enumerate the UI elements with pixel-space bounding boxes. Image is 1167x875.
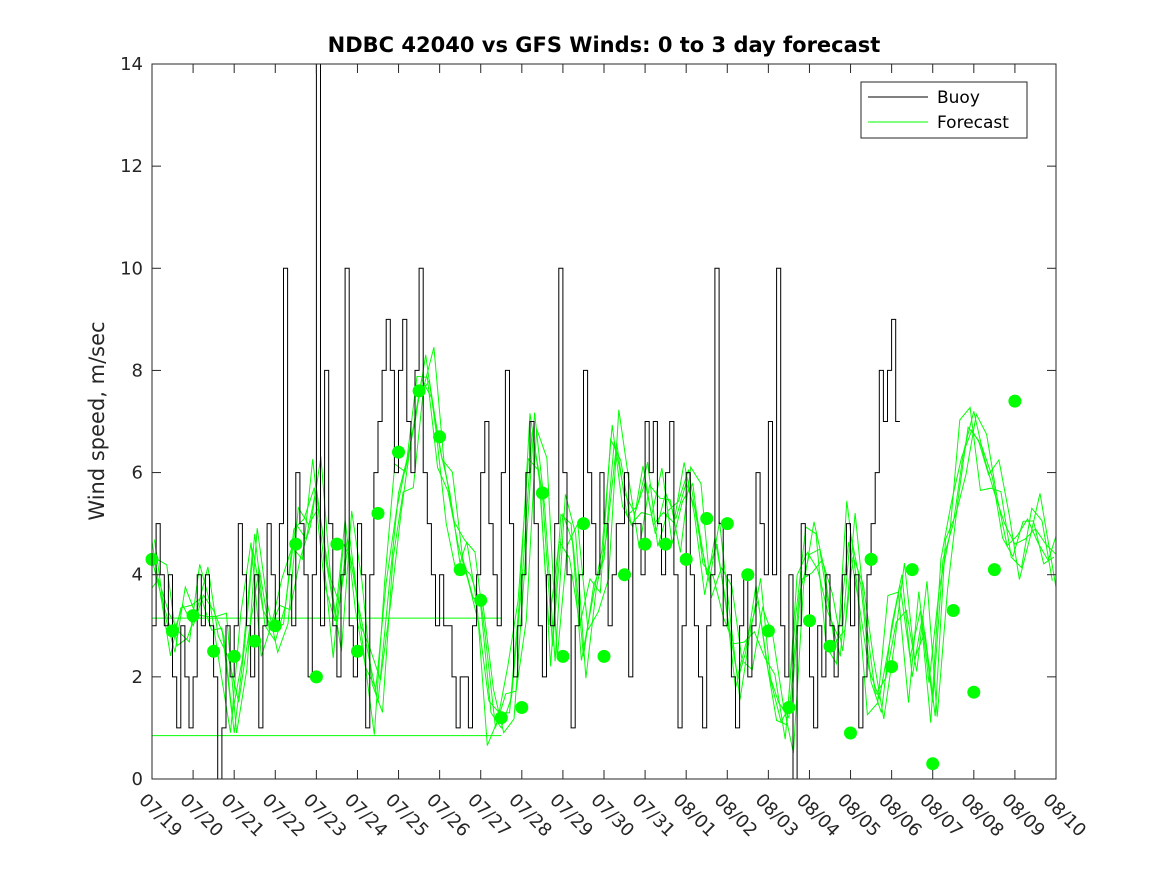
forecast-marker: [844, 726, 857, 740]
y-axis-ticks: 0 2 4 6 8 10 12 14: [120, 54, 1056, 790]
forecast-line: [154, 377, 1057, 734]
x-tick-label: 08/03: [751, 790, 803, 842]
forecast-marker: [803, 614, 816, 628]
forecast-marker: [638, 537, 652, 551]
x-tick-label: 08/07: [915, 790, 967, 842]
forecast-marker: [905, 563, 919, 577]
x-tick-label: 07/21: [217, 790, 269, 842]
forecast-marker: [761, 624, 775, 638]
y-tick-label: 12: [120, 156, 143, 177]
forecast-marker: [515, 701, 529, 714]
forecast-marker: [700, 512, 714, 525]
x-tick-label: 08/08: [956, 790, 1008, 842]
forecast-marker: [967, 685, 981, 699]
forecast-line: [151, 375, 1055, 726]
y-axis-label: Wind speed, m/sec: [85, 321, 109, 520]
forecast-marker: [823, 639, 837, 653]
forecast-marker: [289, 537, 303, 551]
forecast-marker: [577, 517, 590, 531]
x-tick-label: 08/04: [792, 790, 844, 842]
forecast-marker: [556, 649, 570, 663]
forecast-marker: [330, 537, 344, 551]
forecast-marker: [412, 384, 426, 398]
forecast-marker: [186, 609, 200, 623]
forecast-marker: [1008, 394, 1022, 408]
y-tick-label: 4: [132, 565, 143, 586]
x-tick-label: 07/23: [299, 790, 351, 842]
forecast-marker: [166, 624, 179, 638]
forecast-marker: [494, 711, 508, 725]
forecast-marker: [987, 563, 1001, 577]
forecast-marker: [392, 445, 405, 459]
forecast-marker: [268, 619, 282, 633]
x-tick-label: 07/30: [586, 790, 638, 842]
forecast-marker: [885, 660, 899, 674]
x-tick-label: 08/02: [710, 790, 762, 842]
forecast-marker: [618, 568, 631, 582]
x-tick-label: 08/10: [1038, 790, 1090, 842]
y-tick-label: 2: [132, 667, 143, 688]
x-tick-label: 07/19: [134, 790, 186, 842]
forecast-marker: [248, 634, 262, 648]
x-tick-label: 07/29: [545, 790, 597, 842]
x-tick-label: 08/05: [833, 790, 885, 842]
forecast-marker: [207, 644, 221, 658]
forecast-marker: [946, 604, 960, 617]
forecast-marker: [679, 552, 693, 566]
legend-label-buoy: Buoy: [937, 88, 980, 108]
forecast-marker: [371, 506, 385, 520]
legend: Buoy Forecast: [860, 81, 1028, 139]
x-tick-label: 07/27: [463, 790, 515, 842]
x-tick-label: 07/22: [258, 790, 310, 842]
forecast-marker: [309, 670, 323, 684]
x-tick-label: 07/24: [340, 790, 392, 842]
forecast-marker: [741, 568, 755, 582]
forecast-line: [151, 354, 1053, 746]
forecast-marker: [227, 649, 241, 663]
chart-title: NDBC 42040 vs GFS Winds: 0 to 3 day fore…: [328, 33, 881, 57]
x-tick-label: 07/20: [176, 790, 228, 842]
forecast-marker: [782, 701, 796, 714]
x-tick-label: 08/01: [669, 790, 721, 842]
forecast-marker: [864, 552, 878, 566]
forecast-marker: [351, 644, 364, 658]
forecast-marker: [535, 486, 549, 500]
forecast-marker: [926, 757, 940, 771]
forecast-line: [151, 379, 1057, 734]
legend-box: [860, 81, 1028, 139]
forecast-marker: [453, 563, 467, 577]
y-tick-label: 8: [132, 360, 143, 381]
forecast-marker: [433, 430, 447, 444]
x-tick-label: 07/25: [381, 790, 433, 842]
forecast-marker: [720, 517, 734, 531]
x-tick-label: 08/09: [997, 790, 1049, 842]
y-tick-label: 14: [120, 54, 143, 75]
plot-area: [145, 63, 1057, 780]
x-tick-label: 08/06: [874, 790, 926, 842]
y-tick-label: 0: [132, 769, 143, 790]
y-tick-label: 10: [120, 258, 143, 279]
buoy-series: [152, 63, 900, 780]
x-tick-label: 07/31: [628, 790, 680, 842]
forecast-marker: [597, 649, 611, 663]
forecast-marker: [659, 537, 673, 551]
x-tick-label: 07/28: [504, 790, 556, 842]
reference-lines: [152, 617, 502, 737]
buoy-line: [152, 63, 900, 780]
legend-label-forecast: Forecast: [937, 113, 1009, 133]
y-tick-label: 6: [132, 463, 143, 484]
forecast-marker: [474, 593, 488, 607]
x-tick-label: 07/26: [422, 790, 474, 842]
